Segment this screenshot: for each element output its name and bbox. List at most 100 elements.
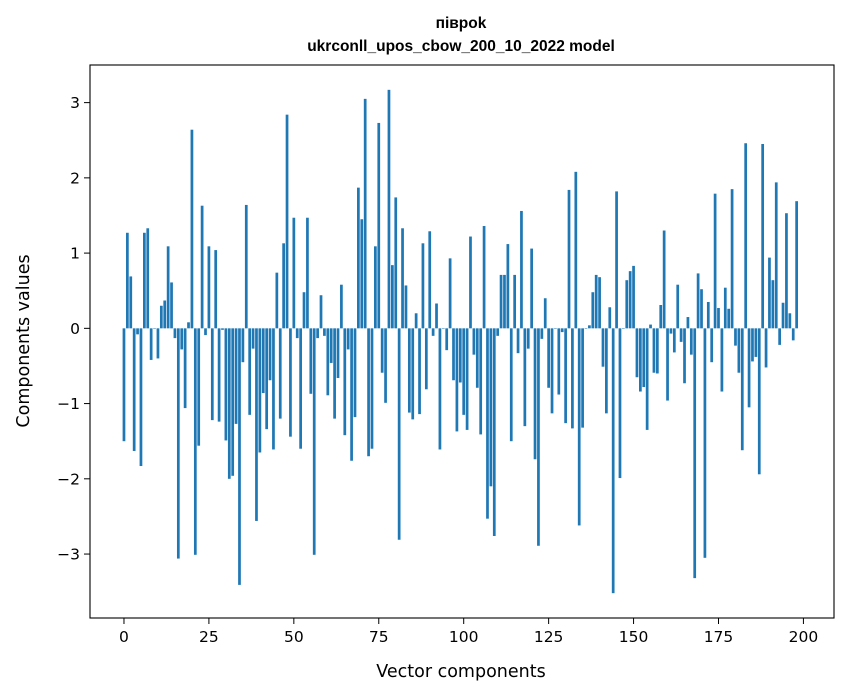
bar	[401, 228, 404, 329]
x-tick-label: 200	[789, 628, 819, 646]
bar	[414, 313, 418, 329]
bar	[666, 328, 669, 401]
bar	[231, 328, 235, 476]
bar	[778, 328, 781, 345]
bar	[591, 292, 595, 329]
bar	[645, 328, 649, 430]
bar	[550, 328, 554, 414]
bar	[126, 232, 129, 329]
y-tick-label: 3	[70, 94, 80, 112]
y-tick-label: −3	[57, 546, 80, 564]
bar	[740, 328, 744, 451]
bar	[723, 287, 727, 329]
bar	[166, 246, 170, 329]
bar	[241, 328, 245, 363]
x-tick-label: 75	[369, 628, 389, 646]
bar	[689, 328, 693, 355]
bar	[129, 276, 133, 329]
bar	[397, 328, 401, 540]
bar	[244, 204, 248, 329]
bar	[567, 189, 571, 329]
x-tick-label: 25	[199, 628, 219, 646]
bar	[492, 328, 496, 536]
bar	[642, 328, 646, 388]
bar	[509, 328, 513, 442]
bar	[221, 328, 224, 330]
bar	[190, 129, 194, 329]
bar	[370, 328, 374, 449]
bar	[193, 328, 197, 555]
bar	[350, 328, 353, 461]
bars-group	[122, 89, 798, 594]
bar	[564, 328, 567, 424]
bar	[768, 257, 771, 329]
bar	[584, 328, 588, 329]
bar	[214, 250, 218, 329]
bar	[445, 328, 449, 351]
bar	[703, 328, 707, 558]
bar	[737, 328, 741, 373]
bar	[238, 328, 241, 585]
bar	[448, 258, 452, 329]
bar	[424, 328, 428, 390]
bar	[605, 328, 608, 414]
bar	[526, 328, 530, 349]
bar	[496, 328, 500, 336]
bar	[183, 328, 187, 409]
bar	[730, 189, 734, 329]
plot-frame	[89, 64, 835, 619]
bar	[577, 328, 581, 526]
bar	[696, 273, 700, 329]
bar	[710, 328, 714, 363]
bar	[170, 282, 173, 329]
bar	[156, 328, 160, 359]
bar	[299, 328, 302, 449]
bar	[554, 328, 557, 329]
bar	[706, 302, 710, 329]
bar	[210, 328, 214, 421]
bar	[295, 328, 299, 339]
bar	[571, 328, 574, 429]
x-axis-ticks: 0 25 50 75 100 125 150 175 200	[119, 618, 818, 646]
bar	[407, 328, 411, 413]
bar	[353, 328, 357, 418]
bar	[377, 122, 381, 329]
bar	[754, 328, 758, 357]
bar	[601, 328, 605, 367]
bar	[122, 328, 126, 442]
bar	[751, 328, 754, 362]
bar	[781, 302, 785, 329]
bar	[159, 305, 163, 329]
bar	[143, 232, 146, 329]
bar	[163, 300, 167, 329]
y-axis-label: Components values	[14, 254, 34, 427]
bar	[679, 328, 683, 342]
bar	[622, 328, 625, 329]
bar	[323, 328, 326, 336]
bar	[594, 274, 598, 329]
y-tick-label: 0	[70, 320, 80, 338]
bar	[720, 328, 724, 392]
bar	[530, 248, 533, 329]
bar	[683, 328, 686, 384]
bar	[693, 328, 697, 579]
bar	[258, 328, 262, 453]
bar	[788, 313, 792, 329]
bar	[588, 325, 591, 329]
bar	[346, 328, 350, 350]
bar	[268, 328, 272, 381]
bar	[635, 328, 639, 378]
y-axis-ticks: −3 −2 −1 0 1 2 3	[57, 94, 90, 564]
bar	[176, 328, 180, 559]
bar	[132, 328, 136, 451]
bar	[421, 243, 425, 329]
bar	[374, 246, 377, 329]
bar	[197, 328, 201, 446]
bar	[289, 328, 292, 437]
bar	[747, 328, 751, 408]
bar	[560, 328, 564, 333]
bar	[649, 324, 652, 329]
bar	[557, 328, 561, 395]
